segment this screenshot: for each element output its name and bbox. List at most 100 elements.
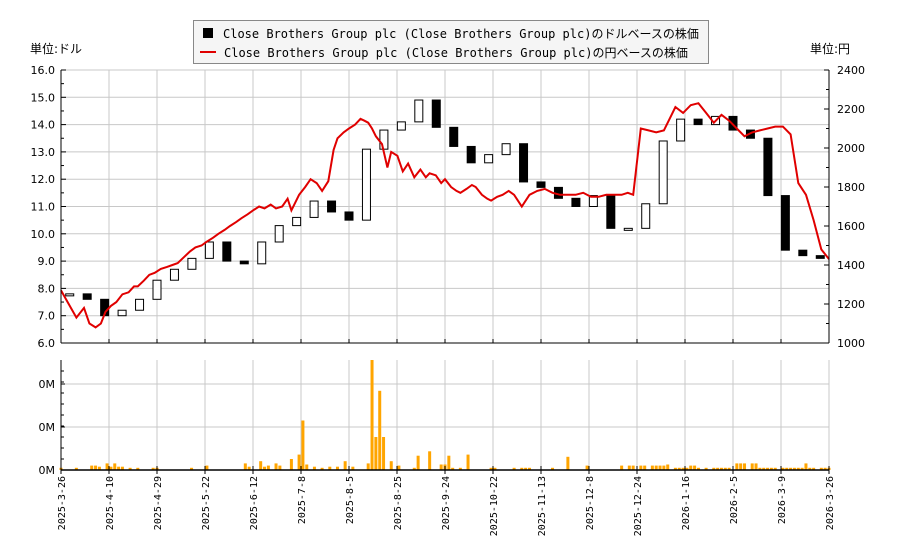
volume-bar (328, 466, 332, 470)
volume-bar (335, 466, 339, 470)
x-tick-label: 2025-5-22 (201, 476, 212, 530)
volume-bar (696, 467, 700, 470)
volume-bar (320, 467, 324, 470)
left-y-tick-label: 11.0 (31, 201, 56, 214)
volume-bar (389, 461, 393, 470)
legend-label-yen: Close Brothers Group plc (Close Brothers… (224, 45, 688, 60)
candlestick (431, 99, 441, 128)
volume-bar (289, 459, 293, 470)
volume-bar (97, 466, 101, 470)
x-tick-label: 2026-3-9 (777, 476, 788, 524)
candlestick (396, 121, 406, 131)
volume-bar (266, 465, 270, 470)
candlestick (222, 241, 232, 262)
volume-bar (812, 467, 816, 470)
x-tick-label: 2026-3-26 (825, 476, 836, 530)
left-axis-unit-label: 単位:ドル (30, 42, 83, 56)
volume-bar (278, 465, 282, 470)
right-y-tick-label: 1200 (837, 298, 865, 311)
right-axis-unit-label: 単位:円 (810, 42, 851, 56)
volume-bar (524, 467, 528, 470)
candlestick (815, 255, 825, 259)
volume-bar (754, 463, 758, 470)
volume-bar (439, 464, 443, 470)
right-y-tick-label: 1800 (837, 181, 865, 194)
candlestick (239, 260, 249, 265)
right-y-tick-label: 1600 (837, 220, 865, 233)
volume-bar (243, 463, 247, 470)
x-tick-label: 2025-8-25 (393, 476, 404, 530)
volume-bar (750, 463, 754, 470)
axis-labels: 2025-3-26 2025-4-10 2025-4-29 2025-5-22 2025… (31, 64, 866, 536)
red-line-icon (200, 51, 216, 53)
right-y-tick-label: 2000 (837, 142, 865, 155)
volume-bar (458, 467, 462, 470)
volume-bar (643, 465, 647, 470)
candlestick (361, 148, 371, 221)
volume-bar (654, 465, 658, 470)
volume-bar (263, 466, 267, 470)
volume-bar (412, 467, 416, 470)
volume-bar (762, 467, 766, 470)
volume-bar (113, 463, 117, 470)
volume-bar (758, 467, 762, 470)
volume-bar (74, 467, 78, 470)
candlestick (449, 126, 459, 147)
candlestick (676, 118, 686, 142)
candlestick (187, 257, 197, 270)
volume-bar (493, 467, 497, 470)
volume-bar (658, 465, 662, 470)
x-tick-label: 2025-6-12 (249, 476, 260, 530)
volume-bar (685, 467, 689, 470)
volume-bar (585, 465, 589, 470)
volume-bar (512, 467, 516, 470)
left-y-tick-label: 9.0 (38, 255, 56, 268)
volume-bar (716, 467, 720, 470)
candlestick (606, 195, 616, 229)
x-tick-label: 2025-3-26 (57, 476, 68, 530)
x-tick-label: 2026-1-16 (681, 476, 692, 530)
volume-bar (773, 467, 777, 470)
candlestick (65, 293, 75, 297)
volume-bar (378, 390, 382, 470)
candlestick (798, 249, 808, 257)
volume-bar (428, 451, 432, 470)
volume-bar (447, 455, 451, 470)
x-tick-label: 2025-4-29 (153, 476, 164, 530)
volume-bar (136, 467, 140, 470)
candlestick (466, 145, 476, 164)
candlestick (641, 203, 651, 229)
candlestick (536, 181, 546, 188)
volume-bar (382, 437, 386, 470)
volume-bar (819, 467, 823, 470)
volume-bar (566, 456, 570, 470)
volume-y-tick-label: 0M (39, 378, 56, 391)
candlestick (169, 268, 179, 281)
x-tick-label: 2025-10-22 (489, 476, 500, 536)
left-y-tick-label: 14.0 (31, 119, 56, 132)
legend-item-dollar: Close Brothers Group plc (Close Brothers… (200, 24, 699, 42)
x-tick-label: 2025-8-5 (345, 476, 356, 524)
right-y-tick-label: 1400 (837, 259, 865, 272)
volume-bar (792, 467, 796, 470)
volume-bar (109, 466, 113, 470)
candlestick (780, 195, 790, 251)
price-grid (60, 69, 830, 344)
candlestick (588, 195, 598, 208)
left-y-tick-label: 6.0 (38, 337, 56, 350)
candlestick (658, 140, 668, 205)
candlestick (152, 279, 162, 300)
x-tick-label: 2026-2-5 (729, 476, 740, 524)
volume-bar (151, 467, 155, 470)
volume-bar (489, 467, 493, 470)
volume-bar (397, 465, 401, 470)
volume-bar (190, 467, 194, 470)
volume-bar (681, 467, 685, 470)
volume-bar (105, 463, 109, 470)
volume-bar (735, 463, 739, 470)
volume-bar (416, 455, 420, 470)
left-y-tick-label: 7.0 (38, 310, 56, 323)
volume-bar (551, 467, 555, 470)
volume-bar (666, 464, 670, 470)
